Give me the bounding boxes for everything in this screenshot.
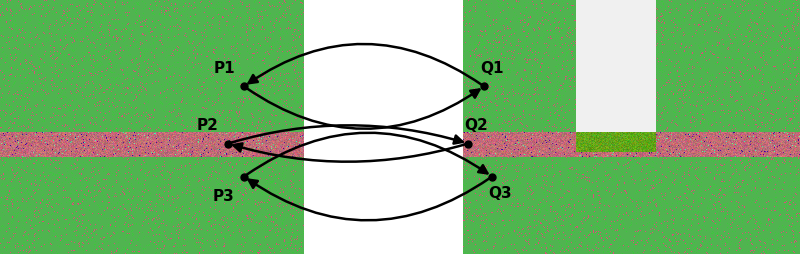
FancyArrowPatch shape xyxy=(230,125,462,144)
FancyArrowPatch shape xyxy=(249,178,490,220)
FancyArrowPatch shape xyxy=(249,44,482,85)
Text: Q3: Q3 xyxy=(488,185,512,201)
Text: Q2: Q2 xyxy=(464,118,488,133)
FancyArrowPatch shape xyxy=(234,144,466,162)
Text: P1: P1 xyxy=(213,61,235,76)
Text: Q1: Q1 xyxy=(480,61,504,76)
FancyArrowPatch shape xyxy=(246,133,487,175)
Text: P2: P2 xyxy=(197,118,219,133)
Text: P3: P3 xyxy=(213,189,235,204)
FancyArrowPatch shape xyxy=(246,88,479,129)
